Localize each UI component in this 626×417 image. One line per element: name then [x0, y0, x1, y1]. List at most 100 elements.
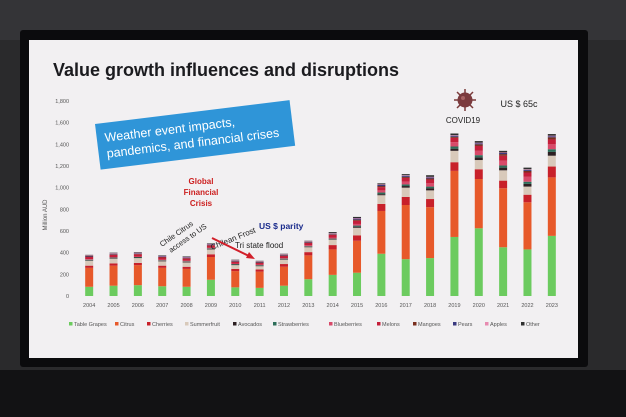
bar-segment [450, 170, 459, 237]
bar-segment [450, 135, 459, 136]
y-axis: 0 200 400 600 800 1,000 1,200 1,400 1,600 1,800 [55, 99, 69, 300]
bar-segment [255, 271, 264, 288]
gfc-label-line3: Crisis [190, 199, 213, 208]
x-tick-label: 2010 [229, 303, 241, 309]
bar-segment [85, 255, 94, 256]
bar-segment [353, 227, 362, 236]
bar-segment [304, 241, 313, 242]
bar-segment [450, 148, 459, 151]
y-tick-label: 1,600 [55, 121, 69, 127]
bar-segment [547, 149, 556, 152]
bar-segment [547, 136, 556, 138]
bar-segment [547, 137, 556, 140]
bar-segment [499, 153, 508, 155]
bar-segment [547, 235, 556, 296]
bar-segment [450, 162, 459, 171]
bar-segment [133, 257, 142, 258]
bar-segment [328, 239, 337, 246]
legend-label: Apples [490, 322, 507, 328]
bar-segment [328, 234, 337, 238]
bar-segment [206, 244, 215, 245]
legend-label: Melons [382, 322, 400, 328]
bar-segment [401, 196, 410, 205]
bar-segment [353, 272, 362, 296]
legend-swatch [413, 322, 417, 326]
bar-segment [523, 169, 532, 170]
bar-segment [109, 253, 118, 255]
bar-segment [206, 248, 215, 249]
bar-segment [450, 146, 459, 149]
bar-segment [426, 176, 435, 178]
chile-citrus-annotation: Chile Citrus access to US [158, 219, 208, 255]
x-tick-label: 2005 [107, 303, 119, 309]
bar-segment [231, 268, 240, 272]
bar-segment [304, 245, 313, 247]
bar-segment [158, 261, 167, 266]
bar-segment [328, 234, 337, 235]
bar-segment [450, 142, 459, 147]
legend-swatch [329, 322, 333, 326]
bar-segment [255, 269, 264, 272]
bar-segment [499, 180, 508, 189]
x-tick-label: 2016 [375, 303, 387, 309]
bar-segment [426, 199, 435, 208]
x-tick-label: 2011 [254, 303, 266, 309]
bar-segment [133, 252, 142, 254]
bar-segment [279, 258, 288, 260]
bar-segment [109, 285, 118, 296]
bar-segment [401, 175, 410, 177]
y-tick-label: 200 [60, 272, 69, 278]
bar-segment [255, 287, 264, 296]
bar-segment [158, 256, 167, 257]
bar-segment [279, 259, 288, 260]
bar-segment [279, 255, 288, 259]
bar-segment [499, 247, 508, 296]
bar-segment [353, 223, 362, 226]
bar-segment [328, 237, 337, 239]
bar-segment [85, 265, 94, 268]
bars [85, 133, 556, 296]
bar-segment [231, 261, 240, 262]
bar-segment [450, 133, 459, 136]
bar-segment [401, 259, 410, 296]
covid-label: COVID19 [446, 116, 481, 125]
bar-segment [182, 260, 191, 262]
bar-segment [255, 262, 264, 263]
bar-segment [426, 258, 435, 296]
bar-segment [255, 264, 264, 266]
presentation-slide: Value growth influences and disruptions … [29, 40, 578, 358]
bar-segment [523, 181, 532, 184]
bar-segment [377, 184, 386, 187]
x-tick-label: 2021 [497, 303, 509, 309]
bar-segment [133, 258, 142, 263]
x-tick-label: 2019 [448, 303, 460, 309]
legend-swatch [69, 322, 73, 326]
bar-segment [499, 160, 508, 166]
audience-silhouettes [0, 370, 626, 417]
bar-segment [328, 274, 337, 296]
bar-segment [377, 186, 386, 188]
bar-segment [133, 253, 142, 255]
legend-swatch [147, 322, 151, 326]
bar-segment [353, 226, 362, 228]
bar-segment [206, 245, 215, 248]
bar-segment [255, 260, 264, 262]
bar-segment [133, 257, 142, 259]
bar-segment [304, 252, 313, 256]
bar-segment [474, 141, 483, 143]
bar-segment [206, 254, 215, 257]
bar-segment [474, 145, 483, 151]
virus-icon [454, 89, 476, 111]
bar-segment [401, 186, 410, 188]
bar-segment [353, 216, 362, 218]
legend-swatch [115, 322, 119, 326]
gfc-label-line1: Global [189, 177, 214, 186]
y-tick-label: 800 [60, 207, 69, 213]
bar-segment [474, 169, 483, 179]
bar-segment [109, 253, 118, 254]
bar-segment [474, 144, 483, 146]
legend-label: Blueberries [334, 322, 362, 328]
bar-segment [304, 242, 313, 246]
gfc-label-line2: Financial [184, 188, 219, 197]
bar-segment [377, 184, 386, 185]
